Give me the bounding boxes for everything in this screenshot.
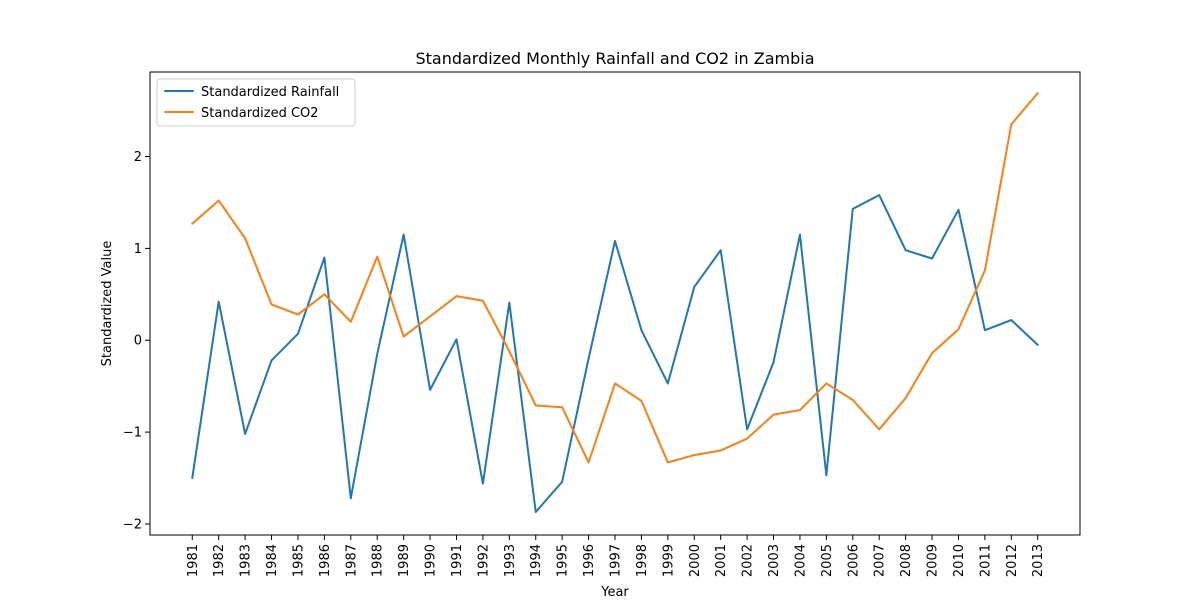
x-tick-label: 2003 <box>767 544 782 577</box>
x-tick-label: 1993 <box>503 544 518 577</box>
y-tick-label: 1 <box>134 242 142 257</box>
x-tick-label: 2001 <box>714 544 729 577</box>
x-tick-label: 1985 <box>291 544 306 577</box>
x-tick-label: 2013 <box>1031 544 1046 577</box>
series-line-0 <box>191 194 1039 514</box>
x-tick-label: 1984 <box>265 544 280 577</box>
x-tick-label: 2002 <box>741 544 756 577</box>
y-axis-title: Standardized Value <box>100 241 115 367</box>
x-tick-label: 2005 <box>820 544 835 577</box>
legend-frame <box>156 78 356 127</box>
x-tick-label: 1987 <box>344 544 359 577</box>
x-tick-label: 1982 <box>212 544 227 577</box>
x-tick-label: 2009 <box>926 544 941 577</box>
series-layer <box>191 92 1039 514</box>
y-tick-label: −1 <box>123 426 142 441</box>
chart-title: Standardized Monthly Rainfall and CO2 in… <box>415 49 814 68</box>
x-tick-label: 1995 <box>556 544 571 577</box>
x-tick-label: 1983 <box>239 544 254 577</box>
x-tick-label: 1988 <box>371 544 386 577</box>
x-tick-label: 2010 <box>952 544 967 577</box>
x-tick-label: 1997 <box>609 544 624 577</box>
x-tick-label: 1981 <box>186 544 201 577</box>
x-axis: 1981 1982 1983 1984 1985 1986 1987 1988 1989 1990… <box>186 535 1046 577</box>
legend-label-co2: Standardized CO2 <box>201 106 319 121</box>
y-tick-label: 2 <box>134 150 142 165</box>
x-tick-label: 1999 <box>661 544 676 577</box>
x-tick-label: 1991 <box>450 544 465 577</box>
x-tick-label: 2006 <box>846 544 861 577</box>
legend-label-rainfall: Standardized Rainfall <box>201 85 339 100</box>
x-tick-label: 1998 <box>635 544 650 577</box>
x-tick-label: 1996 <box>582 544 597 577</box>
legend: Standardized Rainfall Standardized CO2 <box>156 78 356 127</box>
x-tick-label: 2004 <box>793 544 808 577</box>
x-tick-label: 2008 <box>899 544 914 577</box>
series-line-1 <box>191 92 1039 464</box>
y-tick-label: 0 <box>134 334 142 349</box>
x-tick-label: 1986 <box>318 544 333 577</box>
x-tick-label: 2011 <box>978 544 993 577</box>
x-tick-label: 1989 <box>397 544 412 577</box>
x-tick-label: 2000 <box>688 544 703 577</box>
x-axis-title: Year <box>600 585 629 600</box>
y-axis: −2 −1 0 1 2 <box>123 150 150 532</box>
plot-area-frame <box>149 71 1081 536</box>
y-tick-label: −2 <box>123 517 142 532</box>
x-tick-label: 1990 <box>424 544 439 577</box>
x-tick-label: 2007 <box>873 544 888 577</box>
x-tick-label: 2012 <box>1005 544 1020 577</box>
x-tick-label: 1992 <box>476 544 491 577</box>
x-tick-label: 1994 <box>529 544 544 577</box>
